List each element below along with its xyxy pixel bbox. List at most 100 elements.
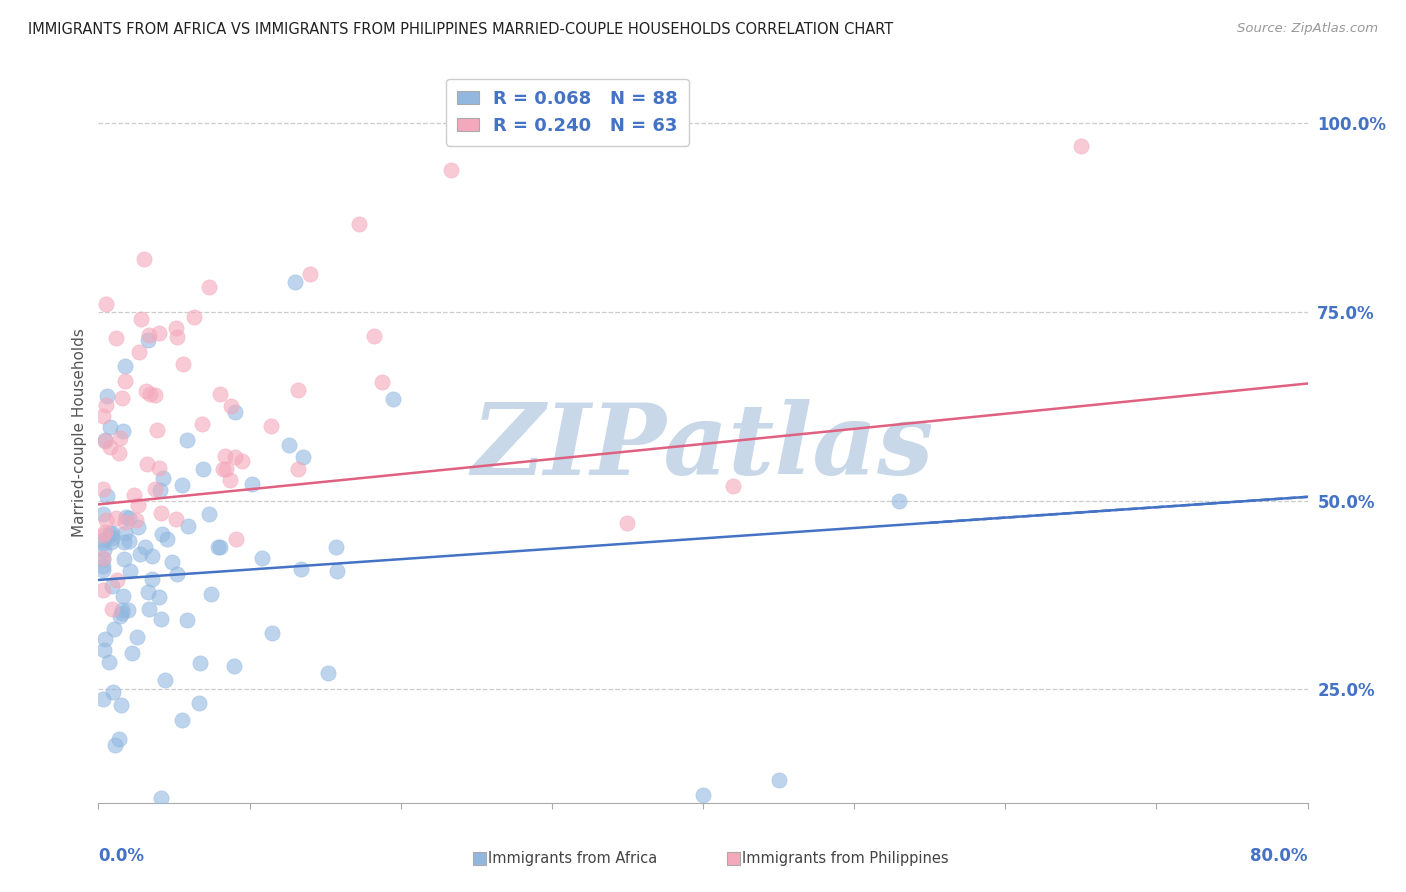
Point (191, 462, 214, 476)
Point (96, 489, 118, 503)
Point (166, 567, 188, 582)
Point (114, 510, 136, 524)
Point (110, 431, 132, 445)
Point (94, 513, 117, 527)
Point (111, 606, 134, 620)
Point (105, 574, 128, 588)
Point (103, 622, 125, 636)
Point (122, 488, 145, 502)
Point (278, 438, 301, 452)
Point (94, 398, 117, 412)
Point (112, 589, 135, 603)
Point (128, 345, 150, 359)
Point (127, 499, 149, 513)
Point (363, 329, 385, 343)
Point (172, 357, 194, 371)
Point (187, 696, 209, 710)
Point (114, 359, 136, 374)
Point (768, 773, 790, 788)
Point (150, 527, 173, 541)
Point (149, 791, 172, 805)
Point (166, 329, 188, 343)
Point (139, 387, 162, 401)
Point (152, 471, 174, 485)
Point (114, 515, 136, 529)
Point (112, 424, 135, 438)
Point (215, 462, 238, 476)
Point (105, 331, 128, 345)
Point (692, 789, 714, 803)
Point (225, 532, 247, 546)
Text: ZIPatlas: ZIPatlas (472, 400, 934, 496)
Point (146, 423, 169, 437)
Point (153, 673, 176, 688)
Point (325, 541, 347, 555)
Point (143, 482, 166, 496)
Point (200, 587, 222, 601)
Point (93, 434, 115, 449)
Point (110, 698, 132, 713)
Point (121, 647, 143, 661)
Point (208, 540, 231, 554)
Point (290, 562, 312, 576)
Point (98, 440, 121, 454)
Point (141, 549, 163, 563)
Point (260, 625, 283, 640)
Point (231, 453, 253, 467)
Point (114, 526, 136, 541)
Point (188, 656, 211, 670)
Point (292, 450, 315, 464)
Point (91, 409, 114, 424)
Text: 80.0%: 80.0% (1250, 847, 1308, 865)
Point (347, 217, 370, 231)
Point (107, 446, 129, 460)
Point (108, 609, 131, 624)
Point (128, 547, 150, 561)
Point (91, 536, 114, 550)
Y-axis label: Married-couple Households: Married-couple Households (72, 328, 87, 537)
Point (101, 601, 124, 615)
Text: IMMIGRANTS FROM AFRICA VS IMMIGRANTS FROM PHILIPPINES MARRIED-COUPLE HOUSEHOLDS : IMMIGRANTS FROM AFRICA VS IMMIGRANTS FRO… (28, 22, 893, 37)
Point (150, 507, 173, 521)
Point (224, 405, 246, 419)
Point (176, 613, 198, 627)
Point (284, 275, 307, 289)
Point (138, 602, 160, 616)
Point (287, 462, 309, 476)
Point (112, 552, 135, 566)
Point (440, 163, 463, 178)
Point (107, 731, 129, 746)
Point (723, 478, 745, 492)
Point (240, 477, 263, 491)
Point (114, 374, 136, 388)
Point (91, 507, 114, 521)
Point (176, 434, 198, 448)
Point (120, 564, 142, 578)
Point (110, 391, 132, 405)
Point (197, 507, 219, 521)
Point (316, 666, 339, 681)
Point (191, 417, 214, 431)
Point (148, 326, 170, 341)
Point (250, 551, 273, 566)
Point (125, 513, 148, 527)
Point (103, 685, 125, 699)
Point (165, 321, 187, 335)
Point (125, 630, 148, 644)
Text: Immigrants from Africa: Immigrants from Africa (488, 851, 658, 866)
Point (162, 556, 184, 570)
Point (214, 450, 236, 464)
Point (117, 603, 139, 617)
Point (94, 632, 117, 646)
Point (143, 387, 166, 401)
Legend: R = 0.068   N = 88, R = 0.240   N = 63: R = 0.068 N = 88, R = 0.240 N = 63 (446, 78, 689, 145)
Point (91, 692, 114, 706)
Point (298, 267, 321, 281)
Point (172, 477, 194, 491)
Point (98, 526, 121, 541)
Point (138, 333, 160, 347)
Point (221, 399, 243, 413)
Point (104, 739, 127, 753)
Point (93, 433, 115, 447)
Point (132, 252, 155, 266)
